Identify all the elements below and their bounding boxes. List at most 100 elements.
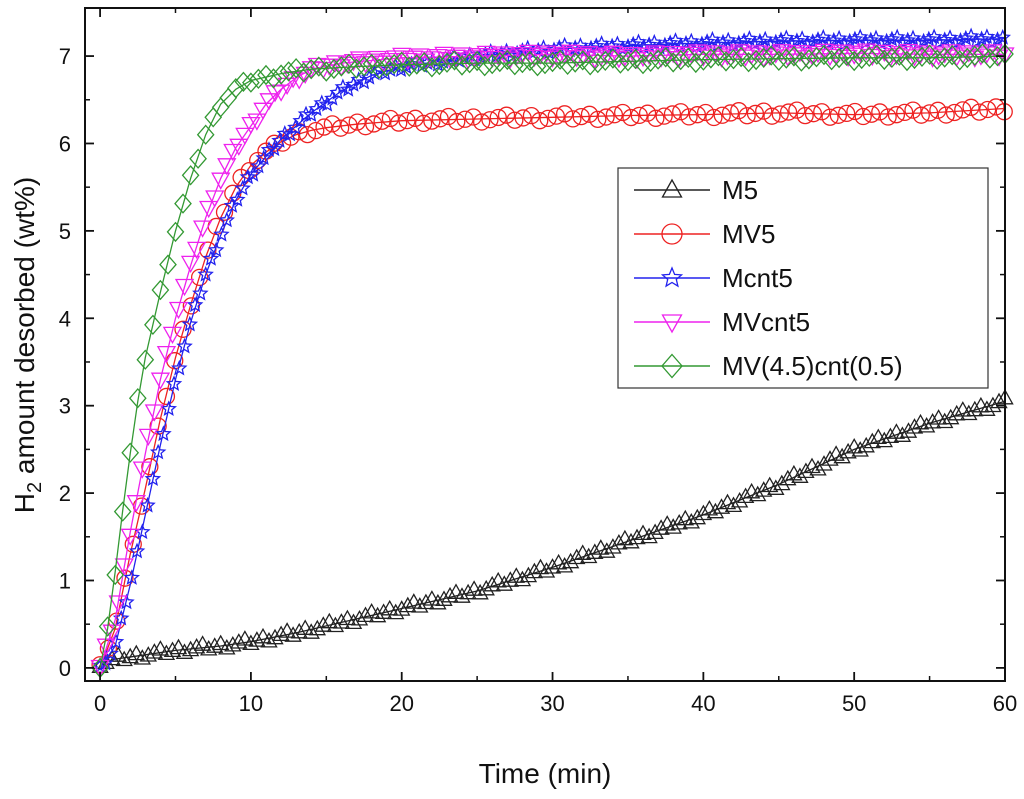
data-point — [649, 49, 667, 70]
data-point — [713, 106, 731, 124]
data-point — [779, 469, 797, 486]
data-point — [218, 638, 236, 655]
data-point — [622, 108, 640, 127]
data-point — [242, 634, 260, 651]
data-point — [531, 112, 549, 130]
data-point — [514, 109, 532, 127]
data-point — [586, 543, 604, 559]
data-point — [664, 52, 683, 73]
data-point — [941, 408, 960, 425]
data-point — [193, 635, 212, 651]
data-point — [340, 53, 358, 75]
data-point — [680, 108, 698, 126]
data-point — [959, 45, 979, 63]
data-point — [957, 29, 974, 46]
data-point — [589, 110, 607, 129]
data-point — [994, 28, 1011, 45]
data-point — [506, 49, 527, 67]
data-point — [630, 106, 648, 125]
data-point — [978, 400, 996, 416]
data-point — [573, 50, 592, 71]
data-point — [804, 105, 823, 123]
legend-marker — [661, 178, 683, 198]
y-axis-title-subscript: 2 — [24, 482, 46, 493]
data-point — [114, 558, 134, 576]
data-point — [640, 527, 658, 544]
data-point — [769, 50, 788, 71]
data-point — [234, 71, 253, 92]
data-point — [598, 542, 616, 558]
data-point — [966, 400, 984, 417]
data-point — [279, 61, 298, 82]
legend: M5 MV5 Mcnt5 MVcnt5 MV(4.5)cnt(0.5) — [617, 167, 989, 389]
data-point — [260, 141, 278, 157]
data-point — [192, 284, 209, 301]
data-point — [693, 35, 711, 52]
data-point — [960, 404, 978, 421]
data-point — [597, 108, 615, 126]
data-point — [804, 33, 822, 49]
data-point — [655, 107, 673, 125]
data-point — [923, 412, 942, 429]
data-point — [340, 116, 358, 134]
data-point — [176, 337, 193, 354]
data-point — [120, 528, 140, 546]
data-point — [367, 50, 388, 69]
data-point — [800, 49, 818, 70]
data-point — [566, 52, 585, 73]
data-point — [609, 51, 629, 69]
data-point — [374, 603, 393, 619]
data-point — [947, 34, 964, 51]
data-point — [604, 538, 622, 554]
legend-label: Mcnt5 — [722, 263, 793, 293]
data-point — [890, 45, 909, 66]
data-point — [611, 53, 630, 74]
data-point — [151, 279, 170, 301]
data-point — [558, 54, 577, 75]
x-tick-label: 40 — [691, 691, 715, 716]
data-point — [528, 56, 547, 77]
data-point — [259, 93, 279, 111]
data-point — [166, 221, 185, 243]
data-point — [979, 100, 997, 119]
data-point — [113, 501, 132, 522]
data-point — [521, 50, 539, 72]
data-point — [473, 113, 491, 131]
data-point — [809, 459, 827, 476]
y-tick-label: 7 — [59, 44, 71, 69]
data-point — [671, 49, 690, 71]
data-point — [440, 51, 460, 70]
data-point — [893, 426, 912, 442]
legend-entry: MVcnt5 — [634, 307, 810, 337]
data-point — [981, 48, 999, 69]
data-point — [958, 47, 977, 69]
data-point — [244, 165, 262, 182]
data-point — [139, 646, 158, 662]
data-point — [652, 519, 670, 535]
data-point — [163, 641, 182, 658]
series-M5 — [91, 388, 1014, 673]
data-point — [211, 172, 231, 190]
data-point — [290, 622, 308, 639]
data-point — [265, 134, 283, 152]
data-point — [415, 52, 434, 73]
data-point — [839, 442, 857, 459]
data-point — [694, 504, 713, 521]
data-point — [481, 111, 499, 129]
data-point — [414, 114, 433, 133]
data-point — [899, 422, 918, 438]
data-point — [875, 49, 894, 71]
data-point — [610, 533, 628, 550]
data-point — [208, 241, 225, 258]
data-point — [551, 49, 569, 70]
data-point — [937, 106, 955, 124]
data-point — [564, 110, 582, 128]
data-point — [536, 45, 557, 63]
data-point — [398, 111, 416, 130]
data-point — [248, 631, 266, 647]
data-point — [663, 105, 682, 123]
data-point — [339, 80, 357, 97]
data-point — [931, 33, 948, 50]
data-point — [423, 112, 441, 130]
